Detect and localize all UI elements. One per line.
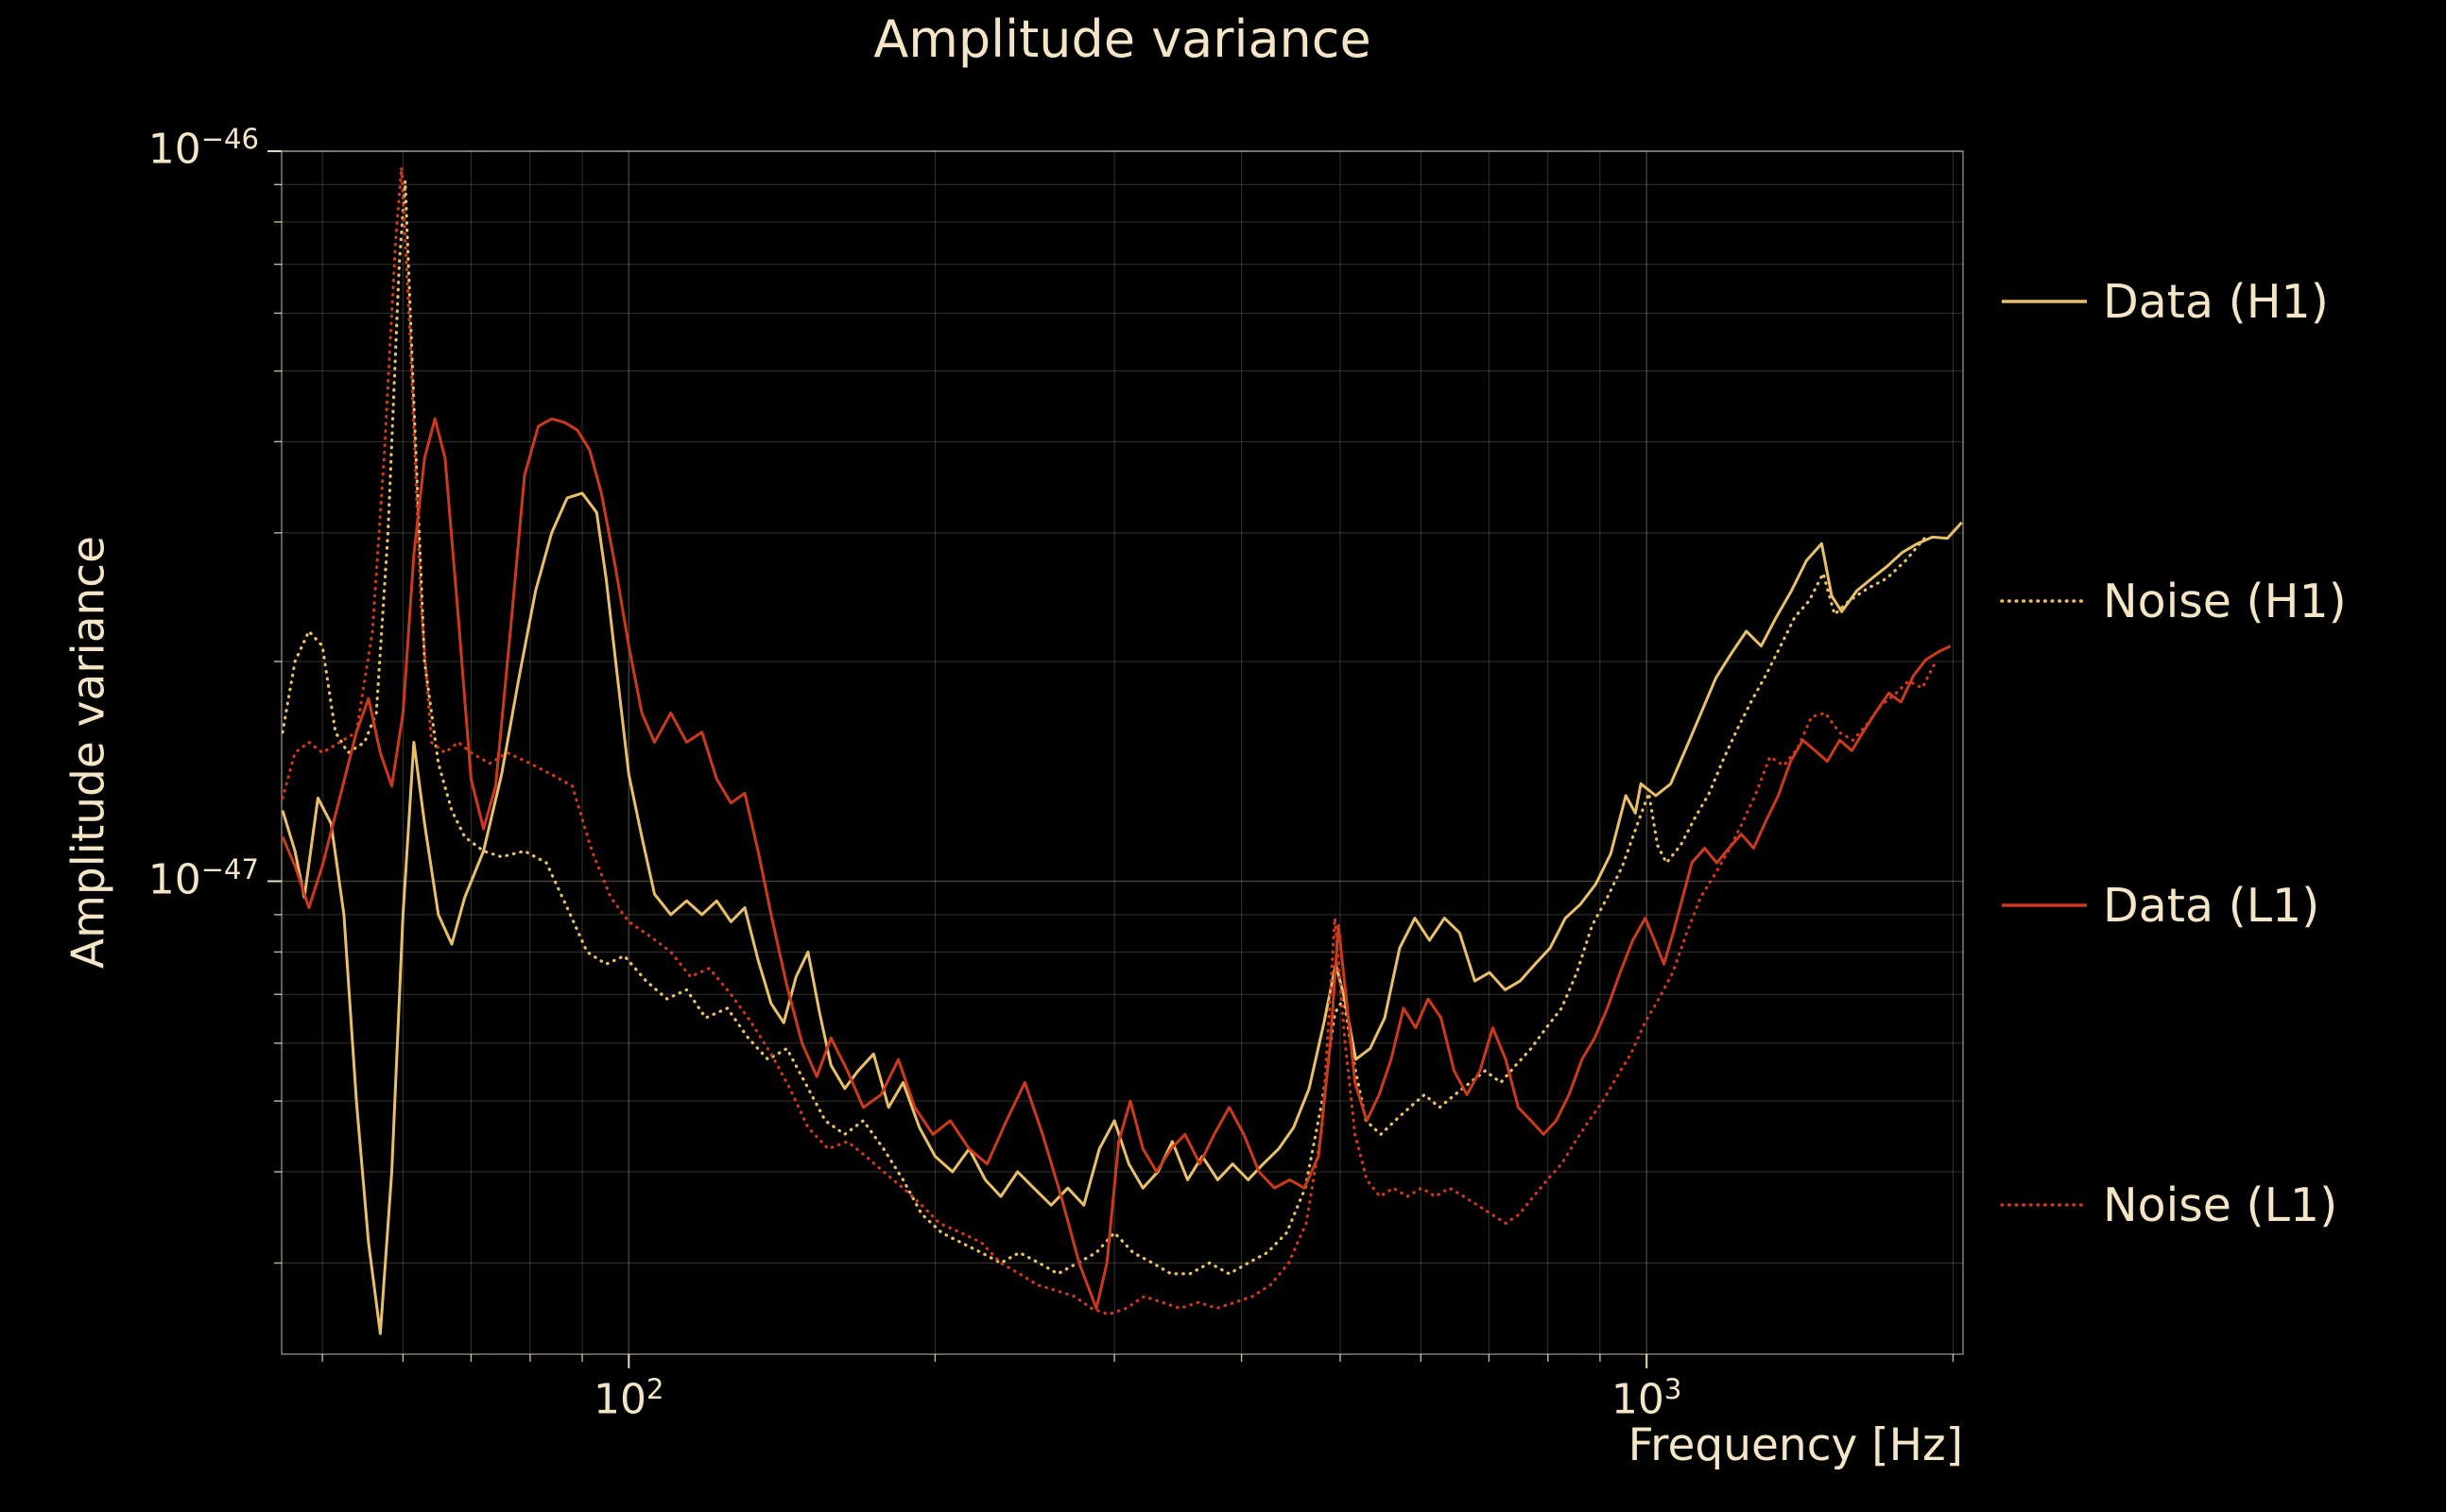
y-axis-label: Amplitude variance <box>62 535 115 970</box>
legend-label: Data (L1) <box>2103 878 2320 933</box>
legend-entry-data-l1: Data (L1) <box>2000 877 2319 934</box>
axis-ticks <box>267 150 1955 1368</box>
legend-label: Noise (L1) <box>2103 1177 2338 1232</box>
y-tick-label: 10−47 <box>147 852 259 904</box>
legend-entry-noise-l1: Noise (L1) <box>2000 1177 2337 1233</box>
legend-line-sample <box>2002 903 2087 907</box>
line-data-l1 <box>282 417 1952 1310</box>
line-noise-l1 <box>282 165 1938 1316</box>
legend-line-sample <box>2000 1203 2089 1207</box>
legend-line-sample <box>2002 300 2087 303</box>
legend-label: Data (H1) <box>2103 274 2329 329</box>
x-tick-label: 103 <box>1611 1373 1682 1424</box>
line-data-h1 <box>282 491 1963 1335</box>
series-lines <box>282 165 1963 1335</box>
plot-frame <box>281 150 1964 1355</box>
y-tick-label: 10−46 <box>147 123 259 174</box>
legend-line-sample <box>2000 599 2089 603</box>
legend-label: Noise (H1) <box>2103 574 2347 628</box>
x-axis-label: Frequency [Hz] <box>1628 1419 1963 1471</box>
legend-entry-data-h1: Data (H1) <box>2000 273 2329 330</box>
grid <box>282 150 1963 1354</box>
chart-title: Amplitude variance <box>873 9 1371 69</box>
line-noise-h1 <box>282 180 1926 1276</box>
legend-entry-noise-h1: Noise (H1) <box>2000 573 2347 629</box>
x-tick-label: 102 <box>594 1373 664 1424</box>
